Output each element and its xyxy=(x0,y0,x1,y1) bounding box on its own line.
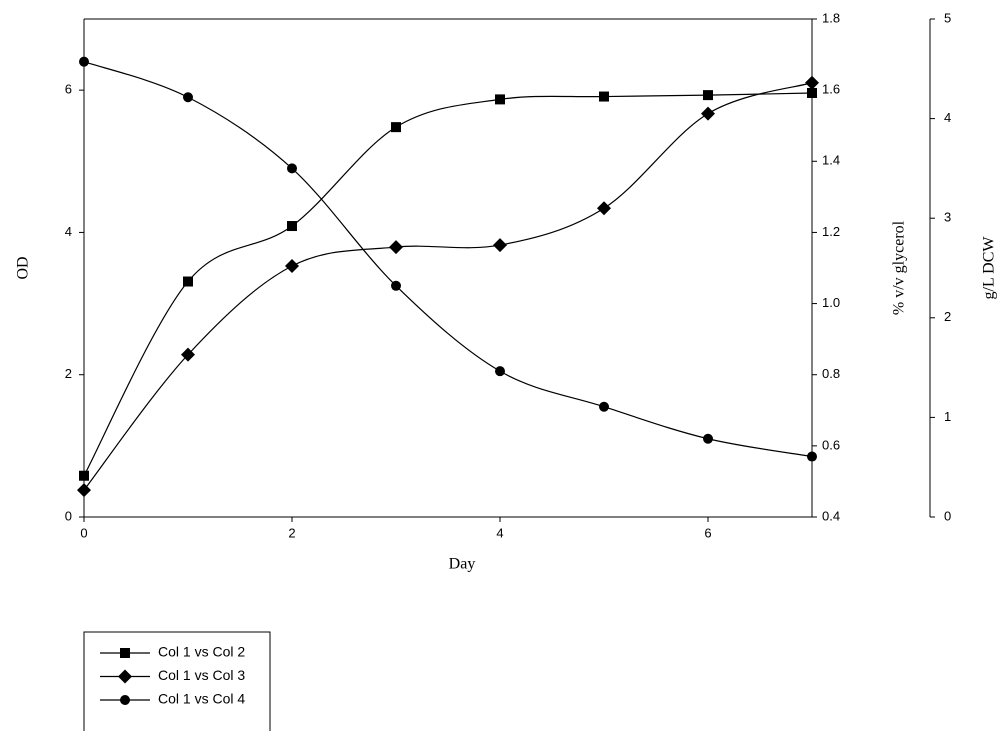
y3-tick-label: 1 xyxy=(944,409,951,424)
legend-label: Col 1 vs Col 3 xyxy=(158,667,245,683)
data-point xyxy=(805,76,819,90)
y-tick-label: 6 xyxy=(65,82,72,97)
data-point xyxy=(79,471,89,481)
y-tick-label: 2 xyxy=(65,366,72,381)
series-line xyxy=(84,83,812,490)
y2-tick-label: 1.0 xyxy=(822,295,840,310)
y3-tick-label: 5 xyxy=(944,10,951,25)
data-point xyxy=(287,221,297,231)
legend-marker xyxy=(120,648,130,658)
data-point xyxy=(703,434,713,444)
data-point xyxy=(77,483,91,497)
y2-tick-label: 0.6 xyxy=(822,437,840,452)
y3-tick-label: 4 xyxy=(944,110,951,125)
x-tick-label: 6 xyxy=(704,525,711,540)
series-line xyxy=(84,62,812,457)
y-tick-label: 4 xyxy=(65,224,72,239)
y-axis-title: OD xyxy=(15,256,32,279)
data-point xyxy=(599,92,609,102)
y3-tick-label: 3 xyxy=(944,210,951,225)
y-tick-label: 0 xyxy=(65,508,72,523)
data-point xyxy=(599,402,609,412)
data-point xyxy=(807,452,817,462)
data-point xyxy=(493,238,507,252)
y3-axis-title: g/L DCW xyxy=(981,236,998,300)
data-point xyxy=(495,366,505,376)
x-tick-label: 4 xyxy=(496,525,503,540)
y2-tick-label: 1.8 xyxy=(822,10,840,25)
data-point xyxy=(391,281,401,291)
x-axis-title: Day xyxy=(449,556,476,573)
data-point xyxy=(701,107,715,121)
data-point xyxy=(285,259,299,273)
x-tick-label: 0 xyxy=(80,525,87,540)
data-point xyxy=(79,57,89,67)
y2-tick-label: 1.6 xyxy=(822,82,840,97)
data-point xyxy=(391,122,401,132)
y2-tick-label: 0.8 xyxy=(822,366,840,381)
x-tick-label: 2 xyxy=(288,525,295,540)
y2-axis-title: % v/v glycerol xyxy=(891,220,908,315)
data-point xyxy=(183,92,193,102)
data-point xyxy=(703,90,713,100)
chart: Day OD % v/v glycerol g/L DCW 0 2 4 6 0 2 4 6 0.… xyxy=(0,0,1005,731)
data-point xyxy=(183,277,193,287)
y2-tick-label: 1.4 xyxy=(822,153,840,168)
data-point xyxy=(597,201,611,215)
data-point xyxy=(389,240,403,254)
y3-tick-label: 2 xyxy=(944,309,951,324)
series-line xyxy=(84,93,812,476)
legend-label: Col 1 vs Col 2 xyxy=(158,644,245,660)
data-point xyxy=(287,163,297,173)
y2-tick-label: 0.4 xyxy=(822,508,840,523)
y2-tick-label: 1.2 xyxy=(822,224,840,239)
legend-marker xyxy=(120,695,130,705)
data-point xyxy=(495,94,505,104)
y3-tick-label: 0 xyxy=(944,508,951,523)
legend-label: Col 1 vs Col 4 xyxy=(158,691,245,707)
